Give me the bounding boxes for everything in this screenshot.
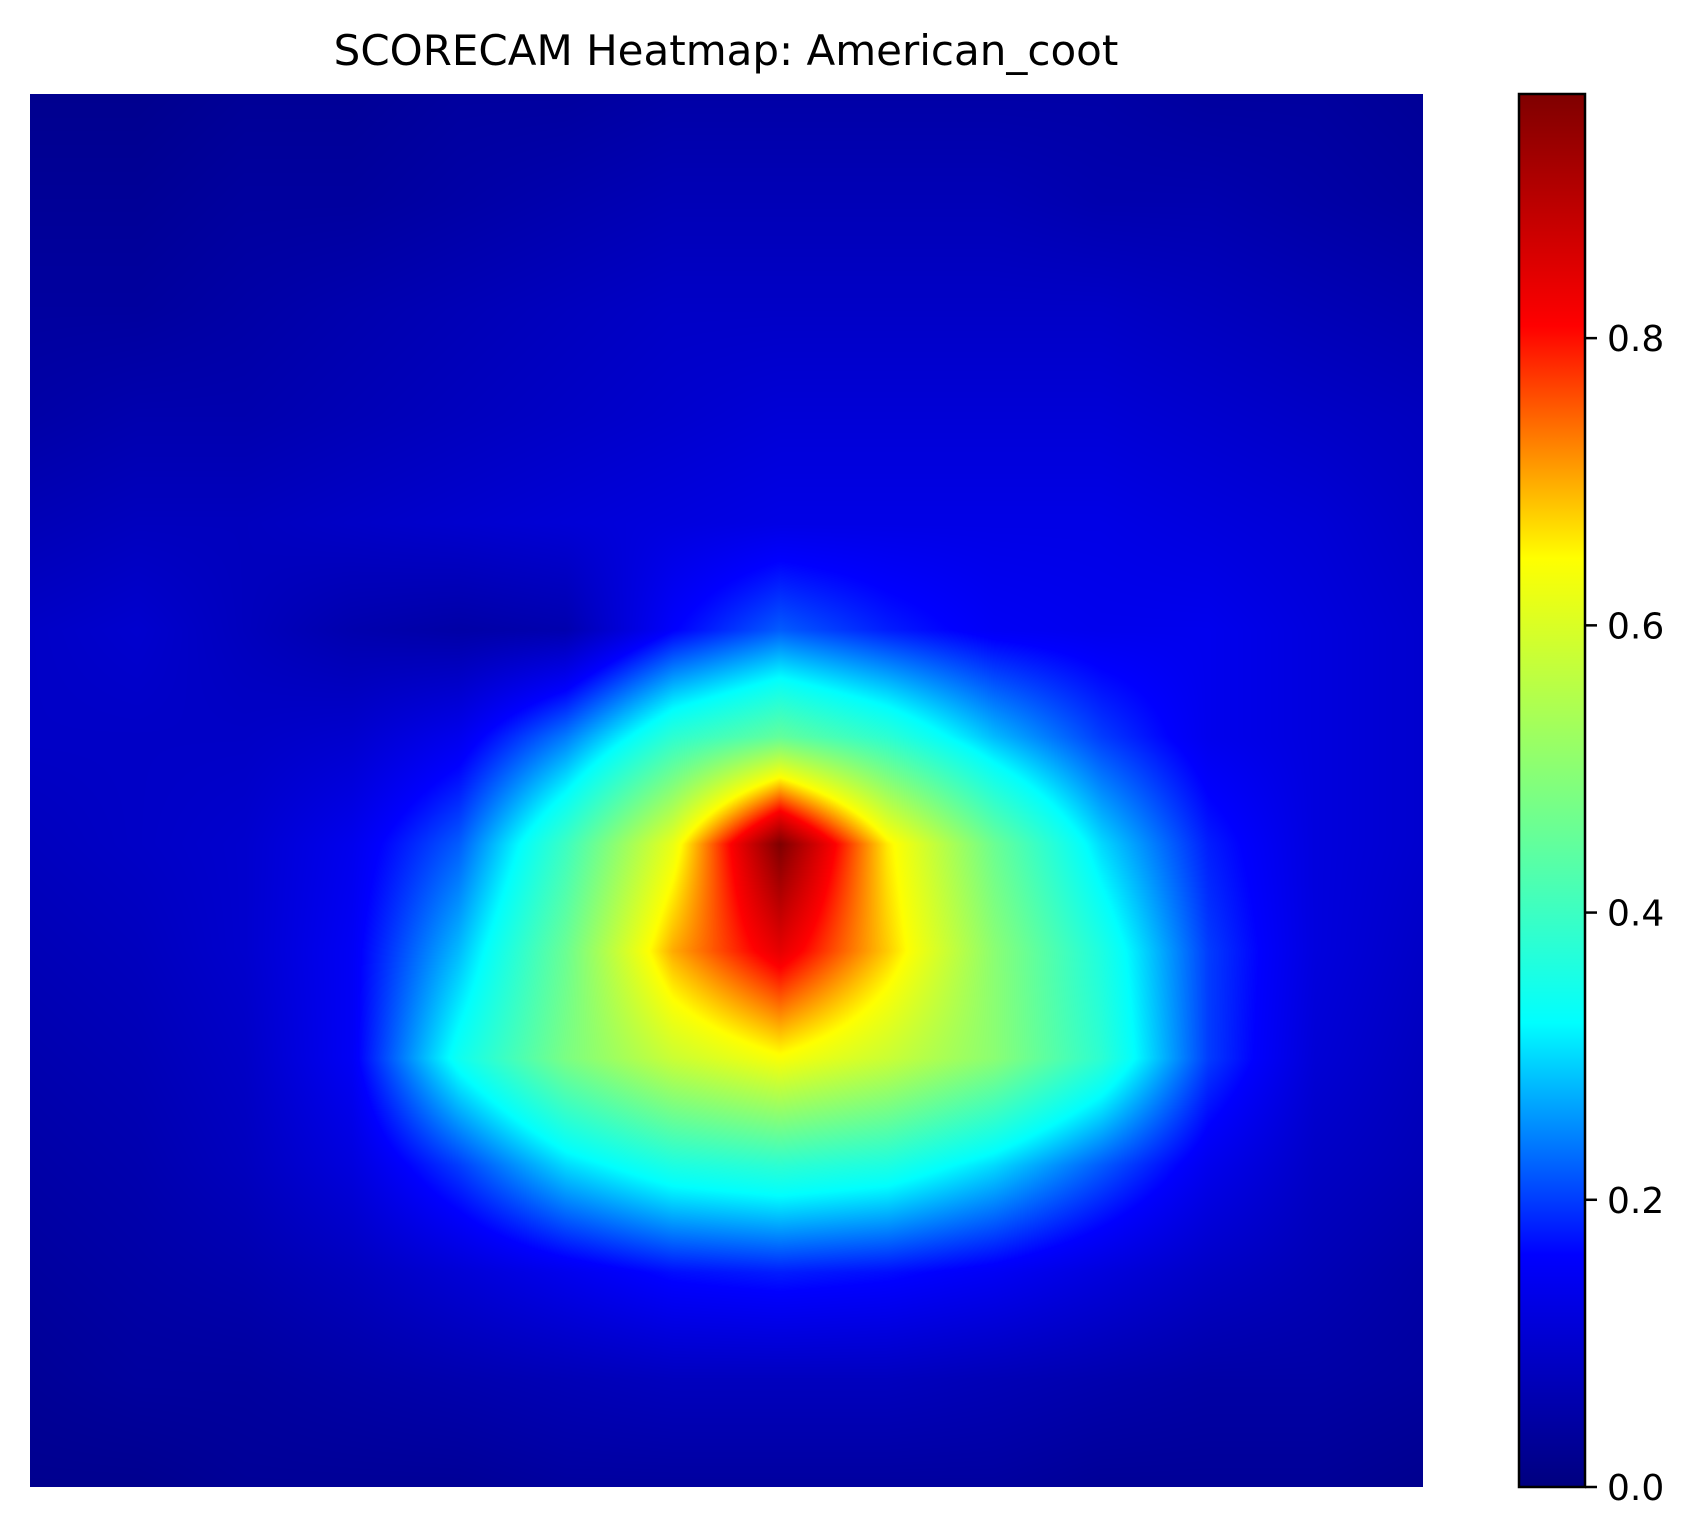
colorbar-tick-label: 0.6 <box>1607 606 1664 647</box>
heatmap-image-wrapper <box>30 94 1423 1487</box>
colorbar-ticks: 0.0 0.2 0.4 0.6 0.8 <box>1585 319 1664 1509</box>
colorbar: 0.0 0.2 0.4 0.6 0.8 <box>1517 92 1664 1509</box>
heatmap-image <box>30 94 1423 1487</box>
colorbar-tick-label: 0.8 <box>1607 319 1664 360</box>
chart-title: SCORECAM Heatmap: American_coot <box>334 26 1119 75</box>
colorbar-tick-label: 0.0 <box>1607 1468 1664 1509</box>
colorbar-tick-label: 0.4 <box>1607 894 1664 935</box>
colorbar-tick-label: 0.2 <box>1607 1181 1664 1222</box>
colorbar-frame <box>1517 92 1587 1489</box>
colorbar-gradient <box>1519 94 1585 1487</box>
